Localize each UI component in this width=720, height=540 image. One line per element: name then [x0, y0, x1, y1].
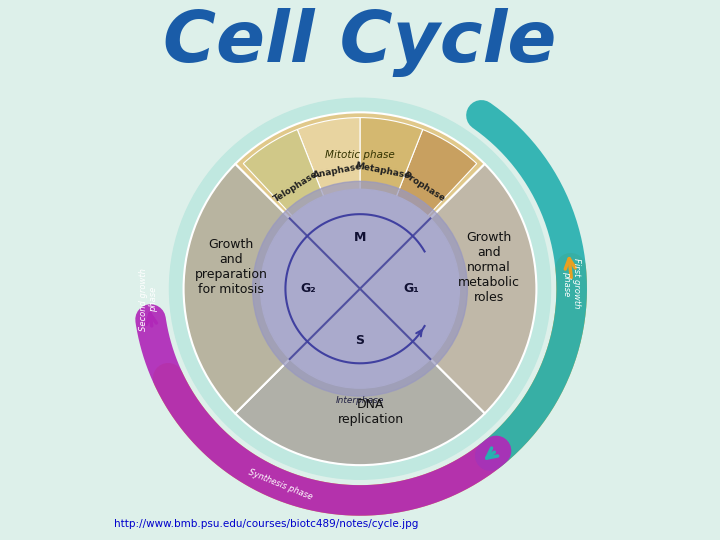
Wedge shape [360, 118, 423, 231]
Text: Second growth
phase: Second growth phase [138, 268, 158, 331]
Text: Anaphase: Anaphase [312, 161, 363, 180]
Text: Growth
and
preparation
for mitosis: Growth and preparation for mitosis [195, 238, 268, 296]
Wedge shape [383, 130, 477, 243]
Text: Cell Cycle: Cell Cycle [163, 8, 557, 77]
Text: Growth
and
normal
metabolic
roles: Growth and normal metabolic roles [458, 231, 520, 304]
Circle shape [169, 98, 551, 480]
Text: G₂: G₂ [300, 282, 316, 295]
Wedge shape [184, 164, 315, 414]
Wedge shape [235, 112, 485, 244]
Text: DNA
replication: DNA replication [338, 398, 404, 426]
Text: Synthesis phase: Synthesis phase [248, 468, 314, 502]
Circle shape [261, 190, 459, 388]
Text: Interphase: Interphase [336, 396, 384, 404]
Text: Mitotic phase: Mitotic phase [325, 150, 395, 160]
Wedge shape [297, 118, 360, 231]
Text: Prophase: Prophase [402, 171, 447, 204]
Wedge shape [405, 164, 536, 414]
Text: http://www.bmb.psu.edu/courses/biotc489/notes/cycle.jpg: http://www.bmb.psu.edu/courses/biotc489/… [114, 519, 418, 529]
Wedge shape [235, 334, 485, 465]
Text: First growth
phase: First growth phase [562, 258, 582, 308]
Text: S: S [356, 334, 364, 347]
Text: Metaphase: Metaphase [354, 161, 411, 180]
Text: G₁: G₁ [404, 282, 420, 295]
Circle shape [253, 181, 467, 396]
Text: M: M [354, 231, 366, 244]
Wedge shape [243, 130, 337, 243]
Text: Telophase: Telophase [272, 170, 320, 204]
